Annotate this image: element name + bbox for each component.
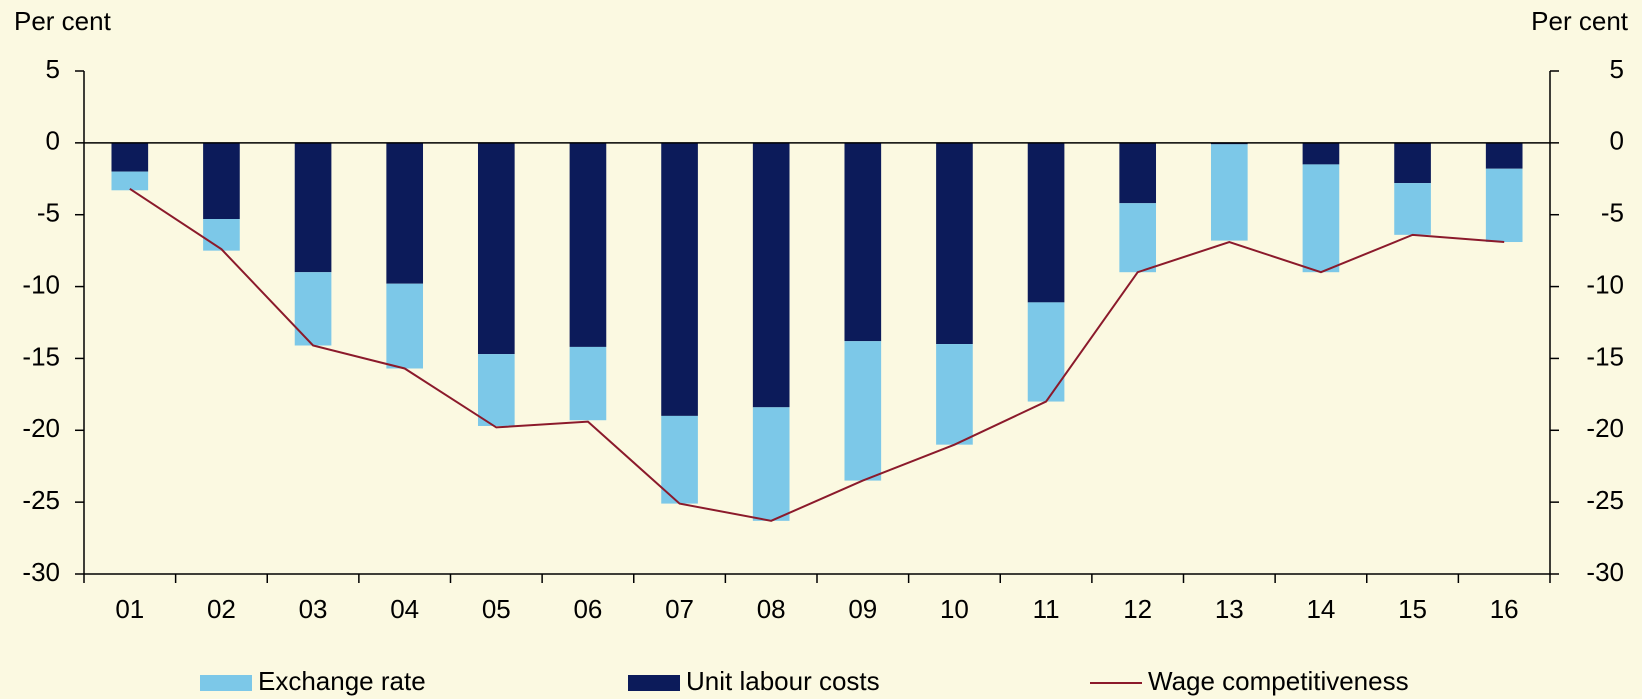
- x-tick-label: 11: [1033, 594, 1060, 624]
- y-tick-label: 0: [46, 126, 60, 156]
- line: [129, 188, 1505, 522]
- x-tick-label: 07: [665, 594, 694, 624]
- bar: [1302, 164, 1340, 273]
- y2-tick-label: -30: [1586, 557, 1624, 587]
- bar: [1485, 142, 1523, 169]
- bar: [844, 142, 882, 342]
- y2-tick-label: -25: [1586, 485, 1624, 515]
- x-tick-label: 08: [757, 594, 786, 624]
- bar: [569, 142, 607, 347]
- y-tick-label: -30: [22, 557, 60, 587]
- x-tick-label: 12: [1123, 594, 1152, 624]
- bar: [1119, 142, 1157, 204]
- bar: [1119, 203, 1157, 273]
- y2-tick-label: 5: [1610, 54, 1624, 84]
- bar: [386, 142, 424, 284]
- y-tick-label: -20: [22, 413, 60, 443]
- bar: [477, 354, 515, 426]
- bar: [1394, 142, 1431, 184]
- bar: [1027, 302, 1065, 402]
- bar: [294, 272, 332, 346]
- y-tick-label: 5: [46, 54, 60, 84]
- bar: [752, 407, 790, 521]
- y2-tick-label: -10: [1586, 269, 1624, 299]
- bar: [1485, 168, 1523, 243]
- x-tick-label: 01: [115, 594, 144, 624]
- legend-label: Unit labour costs: [686, 666, 880, 696]
- x-tick-label: 16: [1490, 594, 1519, 624]
- bar: [1394, 183, 1431, 235]
- bar: [936, 142, 973, 345]
- bar: [111, 142, 149, 172]
- bar: [1302, 142, 1340, 165]
- y2-tick-label: 0: [1610, 126, 1624, 156]
- bar: [111, 171, 149, 191]
- bar: [661, 142, 698, 416]
- bar: [844, 341, 882, 481]
- bar: [203, 219, 240, 251]
- bar: [1027, 142, 1065, 303]
- y2-tick-label: -20: [1586, 413, 1624, 443]
- x-tick-label: 05: [482, 594, 511, 624]
- y-axis-label: Per cent: [14, 6, 112, 36]
- y2-tick-label: -5: [1601, 198, 1624, 228]
- legend-swatch: [628, 675, 680, 691]
- x-tick-label: 09: [848, 594, 877, 624]
- x-tick-label: 14: [1306, 594, 1335, 624]
- legend-label: Wage competitiveness: [1148, 666, 1409, 696]
- bar: [1210, 144, 1248, 241]
- y2-tick-label: -15: [1586, 341, 1624, 371]
- bar: [661, 415, 698, 504]
- y2-axis-label: Per cent: [1531, 6, 1629, 36]
- x-tick-label: 10: [940, 594, 969, 624]
- bar: [294, 142, 332, 273]
- y-tick-label: -15: [22, 341, 60, 371]
- x-tick-label: 04: [390, 594, 419, 624]
- x-tick-label: 03: [299, 594, 328, 624]
- bar: [569, 346, 607, 421]
- bar: [477, 142, 515, 355]
- legend-label: Exchange rate: [258, 666, 426, 696]
- bar: [936, 344, 973, 445]
- x-tick-label: 02: [207, 594, 236, 624]
- bar: [203, 142, 240, 220]
- x-tick-label: 13: [1215, 594, 1244, 624]
- x-tick-label: 06: [573, 594, 602, 624]
- bar: [386, 283, 424, 369]
- legend-swatch: [200, 675, 252, 691]
- y-tick-label: -5: [37, 198, 60, 228]
- bar: [752, 142, 790, 408]
- x-tick-label: 15: [1398, 594, 1427, 624]
- y-tick-label: -25: [22, 485, 60, 515]
- y-tick-label: -10: [22, 269, 60, 299]
